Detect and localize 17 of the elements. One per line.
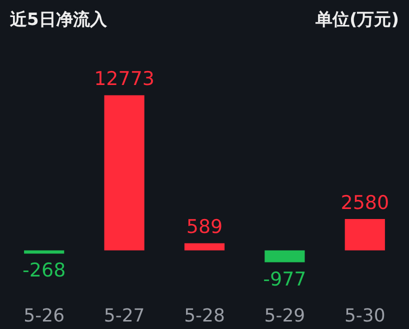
data-label: -268 bbox=[22, 260, 66, 282]
x-tick-label: 5-29 bbox=[264, 306, 306, 326]
x-tick-label: 5-26 bbox=[24, 306, 65, 326]
data-label: 12773 bbox=[94, 68, 155, 90]
data-label: 589 bbox=[186, 216, 223, 238]
bar bbox=[264, 250, 305, 262]
bar bbox=[24, 250, 64, 254]
bar bbox=[344, 219, 385, 250]
x-tick-label: 5-27 bbox=[104, 306, 145, 326]
chart-title: 近5日净流入 bbox=[10, 9, 107, 32]
text: 单位(万元) bbox=[315, 9, 399, 32]
data-label: -977 bbox=[263, 268, 306, 290]
x-tick-label: 5-28 bbox=[184, 306, 225, 326]
x-tick-label: 5-30 bbox=[344, 306, 386, 326]
data-label: 2580 bbox=[340, 192, 390, 214]
bar bbox=[184, 243, 225, 250]
bar bbox=[104, 95, 144, 250]
